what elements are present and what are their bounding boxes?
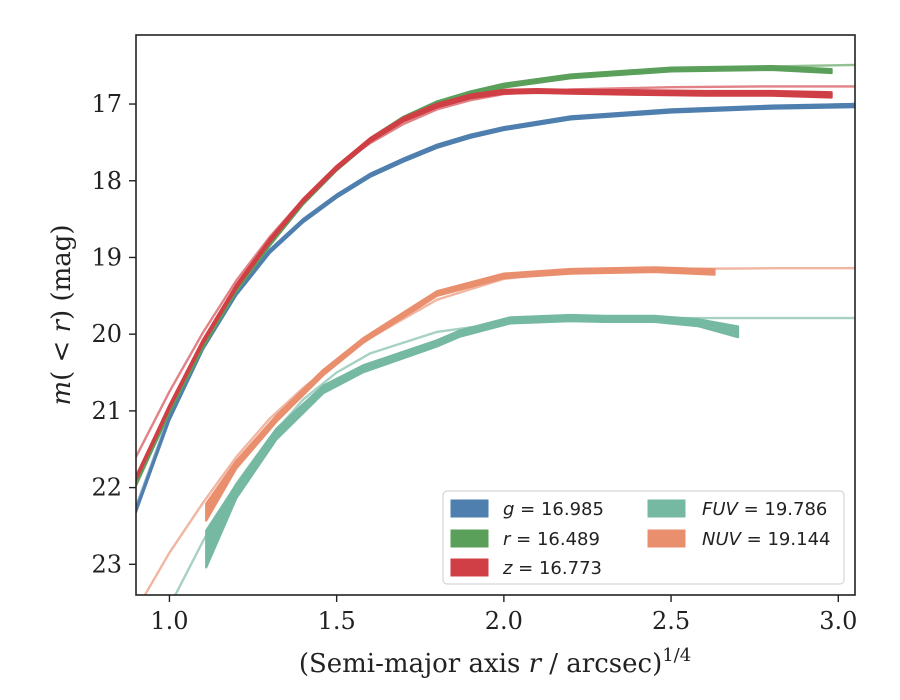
legend-swatch-fuv bbox=[647, 499, 686, 518]
y-axis-label: m( < r) (mag) bbox=[47, 224, 77, 405]
legend-label-fuv: FUV = 19.786 bbox=[702, 499, 827, 520]
series-model-line-fuv bbox=[173, 316, 855, 595]
legend-box bbox=[442, 490, 845, 585]
chart-series-layer bbox=[136, 63, 855, 595]
x-tick-label: 1.0 bbox=[150, 607, 188, 635]
y-tick-label: 19 bbox=[91, 243, 122, 271]
series-band-fuv bbox=[205, 313, 740, 569]
plot-frame bbox=[135, 34, 856, 596]
series-band-nuv bbox=[205, 266, 716, 522]
legend-swatch-z bbox=[450, 558, 489, 577]
y-tick-label: 21 bbox=[91, 397, 122, 425]
legend-label-r: r = 16.489 bbox=[503, 529, 600, 550]
legend-label-nuv: NUV = 19.144 bbox=[702, 529, 830, 550]
legend-label-z: z = 16.773 bbox=[502, 558, 602, 579]
x-tick-label: 1.5 bbox=[318, 607, 356, 635]
legend-swatch-nuv bbox=[647, 529, 686, 548]
x-axis-label-exponent: 1/4 bbox=[662, 645, 691, 666]
x-axis-label: (Semi-major axis r / arcsec)1/4 bbox=[299, 645, 691, 679]
y-tick-label: 18 bbox=[91, 167, 122, 195]
axis-ticks-layer: 1.0 1.5 2.0 2.5 3.0 17 18 19 20 21 22 23 bbox=[91, 90, 857, 635]
x-tick-label: 2.5 bbox=[652, 607, 690, 635]
legend-swatch-g bbox=[450, 499, 489, 518]
y-tick-label: 20 bbox=[91, 320, 122, 348]
series-band-z bbox=[136, 87, 833, 482]
x-tick-label: 2.0 bbox=[485, 607, 523, 635]
y-tick-label: 23 bbox=[91, 550, 122, 578]
y-tick-label: 17 bbox=[91, 90, 122, 118]
series-model-line-nuv bbox=[143, 267, 855, 595]
legend-swatch-r bbox=[450, 529, 489, 548]
y-tick-label: 22 bbox=[91, 474, 122, 502]
legend: g = 16.985 r = 16.489 z = 16.773 FUV = 1… bbox=[442, 490, 845, 585]
x-tick-label: 3.0 bbox=[819, 607, 857, 635]
series-model-line-z bbox=[136, 85, 855, 458]
legend-label-g: g = 16.985 bbox=[503, 499, 604, 520]
